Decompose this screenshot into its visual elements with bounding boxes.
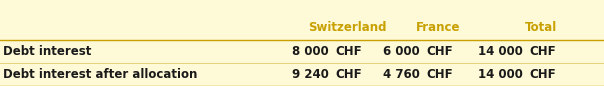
Text: CHF: CHF [336, 45, 362, 58]
Text: CHF: CHF [426, 68, 453, 81]
Text: Debt interest after allocation: Debt interest after allocation [3, 68, 198, 81]
Text: CHF: CHF [336, 68, 362, 81]
Text: CHF: CHF [426, 45, 453, 58]
Text: Debt interest: Debt interest [3, 45, 91, 58]
Text: 14 000: 14 000 [478, 68, 522, 81]
Text: Switzerland: Switzerland [308, 21, 387, 34]
Text: CHF: CHF [529, 68, 556, 81]
Text: 4 760: 4 760 [383, 68, 420, 81]
Text: France: France [416, 21, 460, 34]
Text: 14 000: 14 000 [478, 45, 522, 58]
Text: CHF: CHF [529, 45, 556, 58]
Text: Total: Total [524, 21, 557, 34]
Text: 8 000: 8 000 [292, 45, 329, 58]
Text: 6 000: 6 000 [383, 45, 420, 58]
Text: 9 240: 9 240 [292, 68, 329, 81]
